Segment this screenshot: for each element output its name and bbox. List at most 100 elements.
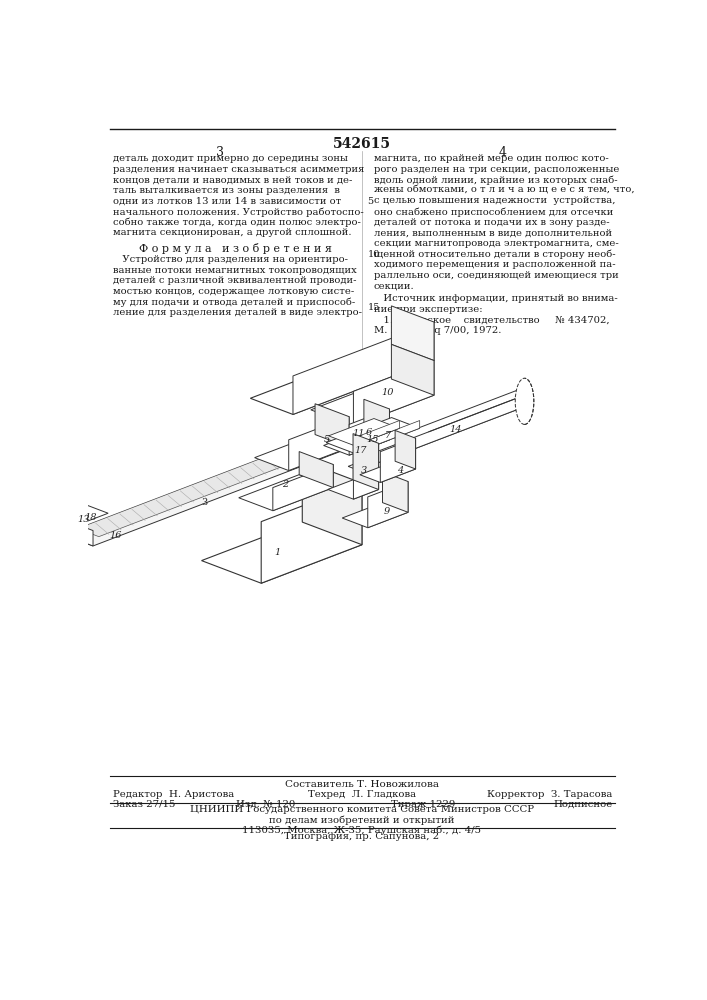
Polygon shape bbox=[342, 503, 408, 528]
Text: по делам изобретений и открытий: по делам изобретений и открытий bbox=[269, 815, 455, 825]
Polygon shape bbox=[348, 401, 530, 470]
Polygon shape bbox=[63, 519, 93, 546]
Text: ление для разделения деталей в виде электро-: ление для разделения деталей в виде элек… bbox=[113, 308, 362, 317]
Text: 5: 5 bbox=[325, 435, 330, 444]
Text: магнита секционирован, а другой сплошной.: магнита секционирован, а другой сплошной… bbox=[113, 228, 351, 237]
Text: 16: 16 bbox=[110, 531, 122, 540]
Text: Составитель Т. Новожилова: Составитель Т. Новожилова bbox=[285, 780, 439, 789]
Text: 10: 10 bbox=[382, 388, 394, 397]
Text: мостью концов, содержащее лотковую систе-: мостью концов, содержащее лотковую систе… bbox=[113, 287, 354, 296]
Polygon shape bbox=[63, 435, 355, 546]
Polygon shape bbox=[328, 480, 379, 499]
Text: магнита, по крайней мере один полюс кото-: магнита, по крайней мере один полюс кото… bbox=[373, 154, 608, 163]
Polygon shape bbox=[368, 482, 408, 528]
Text: собно также тогда, когда один полюс электро-: собно также тогда, когда один полюс элек… bbox=[113, 218, 361, 227]
Polygon shape bbox=[364, 399, 390, 440]
Polygon shape bbox=[329, 419, 399, 446]
Text: ходимого перемещения и расположенной па-: ходимого перемещения и расположенной па- bbox=[373, 260, 615, 269]
Text: Тираж 1229: Тираж 1229 bbox=[391, 800, 455, 809]
Polygon shape bbox=[250, 344, 434, 414]
Text: М. Кл. В 23q 7/00, 1972.: М. Кл. В 23q 7/00, 1972. bbox=[373, 326, 501, 335]
Text: деталей с различной эквивалентной проводи-: деталей с различной эквивалентной провод… bbox=[113, 276, 356, 285]
Text: 15: 15 bbox=[368, 303, 380, 312]
Text: секции.: секции. bbox=[373, 281, 414, 290]
Polygon shape bbox=[201, 522, 362, 583]
Polygon shape bbox=[239, 475, 333, 511]
Polygon shape bbox=[303, 460, 362, 545]
Text: оно снабжено приспособлением для отсечки: оно снабжено приспособлением для отсечки bbox=[373, 207, 613, 217]
Polygon shape bbox=[354, 421, 399, 446]
Polygon shape bbox=[53, 502, 108, 523]
Text: рого разделен на три секции, расположенные: рого разделен на три секции, расположенн… bbox=[373, 165, 619, 174]
Polygon shape bbox=[255, 435, 349, 471]
Polygon shape bbox=[380, 438, 416, 482]
Text: 3: 3 bbox=[361, 466, 367, 475]
Polygon shape bbox=[78, 434, 346, 537]
Text: 5: 5 bbox=[368, 197, 373, 206]
Ellipse shape bbox=[65, 520, 81, 549]
Text: Типография, пр. Сапунова, 2: Типография, пр. Сапунова, 2 bbox=[284, 832, 440, 841]
Text: Корректор  З. Тарасова: Корректор З. Тарасова bbox=[487, 790, 612, 799]
Text: таль выталкивается из зоны разделения  в: таль выталкивается из зоны разделения в bbox=[113, 186, 340, 195]
Text: секции магнитопровода электромагнита, сме-: секции магнитопровода электромагнита, см… bbox=[373, 239, 619, 248]
Text: Изд. № 120: Изд. № 120 bbox=[235, 800, 295, 809]
Polygon shape bbox=[349, 409, 390, 455]
Ellipse shape bbox=[515, 378, 534, 424]
Polygon shape bbox=[288, 417, 349, 471]
Polygon shape bbox=[360, 461, 416, 482]
Text: 4: 4 bbox=[499, 146, 507, 159]
Text: 10: 10 bbox=[368, 250, 380, 259]
Text: вдоль одной линии, крайние из которых снаб-: вдоль одной линии, крайние из которых сн… bbox=[373, 175, 617, 185]
Polygon shape bbox=[261, 483, 362, 583]
Text: Заказ 27/15: Заказ 27/15 bbox=[113, 800, 175, 809]
Text: деталь доходит примерно до середины зоны: деталь доходит примерно до середины зоны bbox=[113, 154, 348, 163]
Text: одни из лотков 13 или 14 в зависимости от: одни из лотков 13 или 14 в зависимости о… bbox=[113, 196, 341, 205]
Polygon shape bbox=[354, 421, 420, 453]
Polygon shape bbox=[382, 472, 408, 512]
Text: ЦНИИПИ Государственного комитета Совета Министров СССР: ЦНИИПИ Государственного комитета Совета … bbox=[190, 805, 534, 814]
Polygon shape bbox=[354, 443, 379, 499]
Ellipse shape bbox=[62, 515, 84, 554]
Text: щенной относительно детали в сторону необ-: щенной относительно детали в сторону нео… bbox=[373, 250, 615, 259]
Text: разделения начинает сказываться асимметрия: разделения начинает сказываться асимметр… bbox=[113, 165, 365, 174]
Polygon shape bbox=[520, 389, 530, 405]
Text: му для подачи и отвода деталей и приспособ-: му для подачи и отвода деталей и приспос… bbox=[113, 297, 356, 307]
Polygon shape bbox=[353, 434, 379, 490]
Text: 7: 7 bbox=[385, 431, 391, 440]
Text: 15: 15 bbox=[366, 435, 379, 444]
Text: Устройство для разделения на ориентиро-: Устройство для разделения на ориентиро- bbox=[113, 255, 348, 264]
Polygon shape bbox=[311, 379, 434, 426]
Polygon shape bbox=[299, 452, 333, 488]
Polygon shape bbox=[392, 306, 434, 361]
Text: Техред  Л. Гладкова: Техред Л. Гладкова bbox=[308, 790, 416, 799]
Polygon shape bbox=[392, 344, 434, 395]
Text: 3: 3 bbox=[216, 146, 224, 159]
Text: 18: 18 bbox=[85, 513, 97, 522]
Polygon shape bbox=[395, 430, 416, 469]
Polygon shape bbox=[358, 393, 530, 470]
Polygon shape bbox=[354, 361, 434, 426]
Text: деталей от потока и подачи их в зону разде-: деталей от потока и подачи их в зону раз… bbox=[373, 218, 609, 227]
Text: раллельно оси, соединяющей имеющиеся три: раллельно оси, соединяющей имеющиеся три bbox=[373, 271, 619, 280]
Polygon shape bbox=[293, 322, 434, 414]
Text: 17: 17 bbox=[354, 446, 366, 455]
Polygon shape bbox=[273, 464, 333, 511]
Text: с целью повышения надежности  устройства,: с целью повышения надежности устройства, bbox=[373, 196, 615, 205]
Text: 4: 4 bbox=[397, 466, 404, 475]
Text: 6: 6 bbox=[366, 428, 373, 437]
Text: 14: 14 bbox=[450, 425, 462, 434]
Text: 113035, Москва, Ж-35, Раушская наб., д. 4/5: 113035, Москва, Ж-35, Раушская наб., д. … bbox=[243, 825, 481, 835]
Polygon shape bbox=[53, 512, 83, 534]
Text: ления, выполненным в виде дополнительной: ления, выполненным в виде дополнительной bbox=[373, 228, 612, 237]
Text: 9: 9 bbox=[384, 507, 390, 516]
Text: 13: 13 bbox=[78, 515, 90, 524]
Text: начального положения. Устройство работоспо-: начального положения. Устройство работос… bbox=[113, 207, 364, 217]
Text: Источник информации, принятый во внима-: Источник информации, принятый во внима- bbox=[373, 294, 617, 303]
Text: 1: 1 bbox=[274, 548, 281, 557]
Text: 11: 11 bbox=[352, 429, 365, 438]
Text: ние при экспертизе:: ние при экспертизе: bbox=[373, 305, 482, 314]
Text: 1. Авторское    свидетельство     № 434702,: 1. Авторское свидетельство № 434702, bbox=[373, 316, 609, 325]
Text: концов детали и наводимых в ней токов и де-: концов детали и наводимых в ней токов и … bbox=[113, 175, 353, 184]
Text: Редактор  Н. Аристова: Редактор Н. Аристова bbox=[113, 790, 235, 799]
Text: жены обмотками, о т л и ч а ю щ е е с я тем, что,: жены обмотками, о т л и ч а ю щ е е с я … bbox=[373, 186, 634, 195]
